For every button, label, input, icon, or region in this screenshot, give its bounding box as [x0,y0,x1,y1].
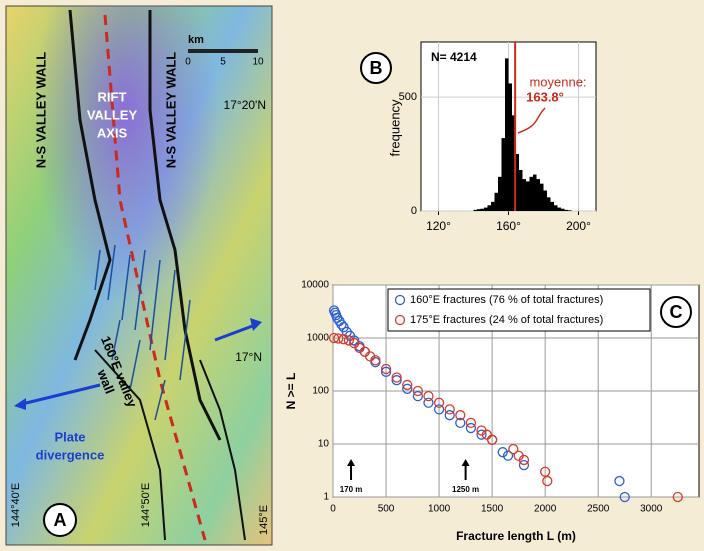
legend-label: 175°E fractures (24 % of total fractures… [410,314,603,326]
x-tick-label: 120° [426,219,451,233]
x-tick-label: 0 [330,504,336,515]
longitude-label: 144°50'E [140,483,152,527]
bar [544,191,548,212]
scale-bar [188,49,258,53]
bar [474,210,478,211]
bar [540,184,544,211]
bar [498,177,502,211]
bar [495,193,499,211]
bar [561,209,565,211]
x-tick-label: 500 [378,504,395,515]
latitude-label: 17°20'N [224,98,266,112]
x-tick-label: 1500 [481,504,504,515]
scale-label: 5 [220,57,226,68]
panel-label: A [54,510,67,530]
bar [484,208,488,211]
bar [477,209,481,211]
bar [530,177,534,211]
bar [533,175,537,211]
panel-label: C [670,302,683,322]
panel-label: B [370,58,383,78]
y-tick-label: 10000 [301,280,329,291]
scale-label: 0 [185,57,191,68]
bar [509,83,513,211]
annotation: N= 4214 [431,50,477,64]
x-tick-label: 2500 [587,504,610,515]
longitude-label: 145°E [258,505,270,535]
y-axis-label: frequency [387,99,402,157]
divergence-label: Plate [54,429,85,444]
legend-label: 160°E fractures (76 % of total fractures… [410,294,603,306]
x-tick-label: 2000 [534,504,557,515]
axis-label: AXIS [97,125,128,140]
annotation: moyenne: [529,74,586,89]
bar [502,138,506,211]
bar [565,210,569,211]
y-tick-label: 1000 [307,333,330,344]
divergence-label: divergence [36,447,105,462]
x-tick-label: 200° [566,219,591,233]
x-tick-label: 3000 [640,504,663,515]
y-tick-label: 100 [312,386,329,397]
bar [488,205,492,211]
x-axis-label: Fracture length L (m) [456,529,576,543]
x-tick-label: 160° [496,219,521,233]
bar [519,170,523,211]
bar [568,210,572,211]
scale-label: 10 [252,57,264,68]
bar [558,208,562,211]
x-tick-label: 1000 [428,504,451,515]
bar [547,197,551,211]
bar [523,179,527,211]
figure: N-S VALLEY WALL N-S VALLEY WALL RIFT VAL… [0,0,704,551]
y-tick-label: 1 [323,492,329,503]
bar [537,179,541,211]
bar [491,202,495,211]
axis-label: VALLEY [87,107,138,122]
bar [551,202,555,211]
y-tick-label: 0 [411,205,417,217]
latitude-label: 17°N [235,350,262,364]
annotation: 170 m [340,485,363,494]
map-panel: N-S VALLEY WALL N-S VALLEY WALL RIFT VAL… [6,6,272,545]
scale-unit: km [188,34,204,46]
bar [481,209,485,211]
bar [554,205,558,211]
y-axis-label: N >= L [284,373,298,410]
axis-label: RIFT [98,89,127,104]
wall-label: N-S VALLEY WALL [163,52,178,169]
annotation: 163.8° [526,89,564,104]
annotation: 1250 m [452,485,479,494]
bar [505,58,509,211]
bar [526,181,530,211]
longitude-label: 144°40'E [10,483,22,527]
wall-label: N-S VALLEY WALL [33,52,48,169]
y-tick-label: 10 [318,439,330,450]
